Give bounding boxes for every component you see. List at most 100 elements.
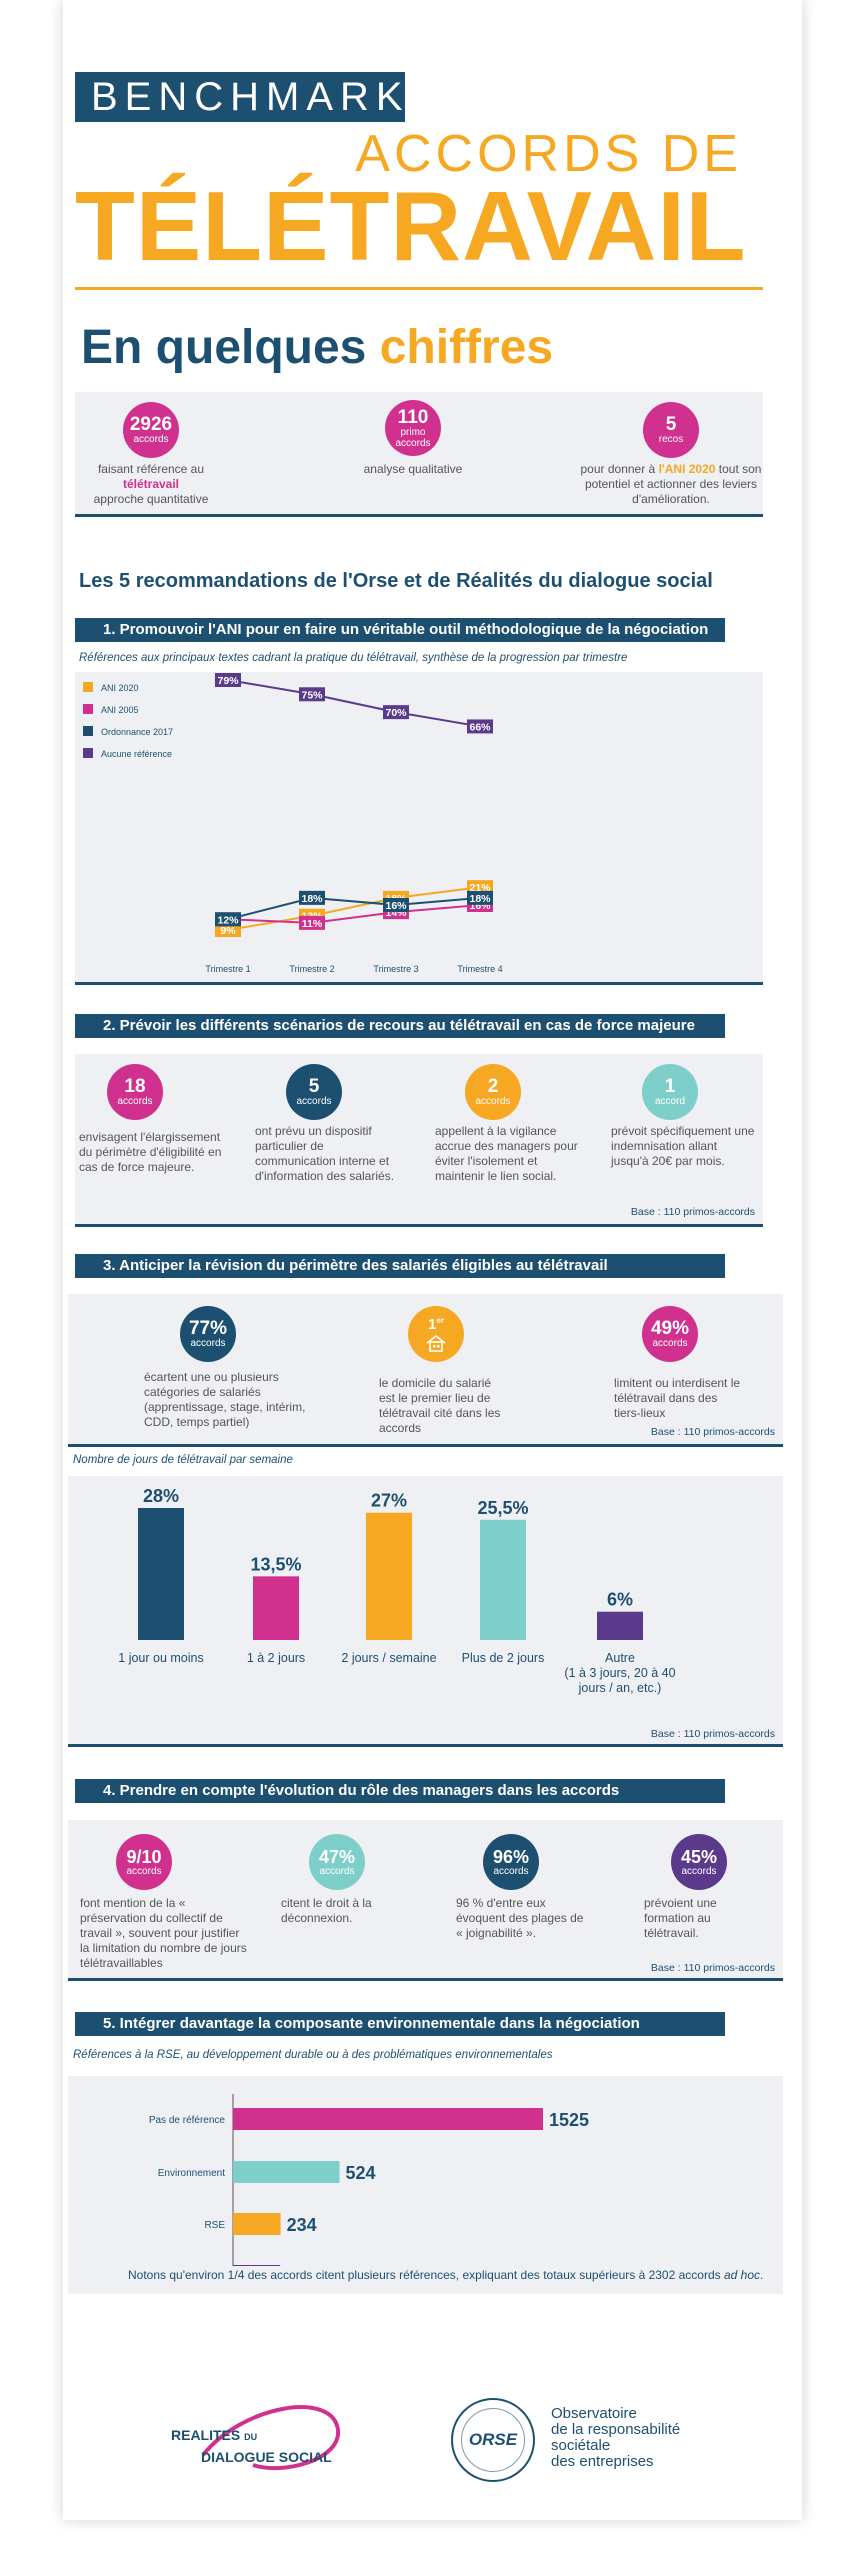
figure-circle-primo: 110 primo accords [385,400,441,456]
managers-panel: 9/10 accords font mention de la « préserv… [68,1820,783,1981]
section1-banner: 1. Promouvoir l'ANI pour en faire un vér… [75,618,725,642]
circle-47-percent: 47% accords [309,1834,365,1890]
bar-value-label: 1525 [549,2110,589,2130]
x-tick-label: Trimestre 4 [457,964,502,974]
text-1-accord: prévoit spécifiquement une indemnisation… [611,1124,755,1168]
bar-category-label: RSE [204,2220,225,2231]
line-chart: Trimestre 1 Trimestre 2 Trimestre 3 Trimest… [83,673,503,974]
data-label: 79% [217,675,239,687]
data-label: 70% [385,707,407,719]
data-point [383,898,409,912]
circle-2-accords: 2 accords [465,1064,521,1120]
main-title: TÉLÉTRAVAIL [75,171,747,281]
house-icon [426,1334,446,1352]
benchmark-label: BENCHMARK [75,72,405,122]
series-line [227,886,481,931]
text-5-accords: ont prévu un dispositif particulier de c… [255,1124,395,1183]
bar-value-label: 28% [143,1486,179,1506]
bar-value-label: 234 [287,2215,317,2235]
bar-value-label: 524 [346,2163,376,2183]
data-point [299,890,325,905]
orse-mark-text: ORSE [468,2430,518,2449]
bar [366,1512,412,1640]
section4-base: Base : 110 primos-accords [650,1962,775,1974]
text-2-accords: appellent à la vigilance accrue des mana… [435,1124,578,1183]
title-divider [75,287,763,290]
figure-circle-accords: 2926 accords [123,402,179,458]
orse-mark: ORSE [451,2398,535,2482]
legend-swatch [83,748,93,758]
bar [233,2213,281,2235]
legend-label: ANI 2020 [101,683,139,693]
data-label: 16% [385,900,407,912]
bar-value-label: 13,5% [250,1554,301,1574]
data-label: 18% [469,893,491,905]
section4-banner: 4. Prendre en compte l'évolution du rôle… [75,1779,725,1803]
logo-realites-text: REALITES DU DIALOGUE SOCIAL [171,2427,332,2465]
section1-caption: Références aux principaux textes cadrant… [79,652,628,664]
data-point [383,705,409,720]
bar-category-label: Environnement [158,2168,225,2179]
data-label: 66% [469,721,491,733]
data-point [215,923,241,937]
text-premier-lieu: le domicile du salarié est le premier li… [379,1376,501,1435]
text-45-percent: prévoient une formation au télétravail. [644,1896,717,1940]
bar-category-label: 1 jour ou moins [118,1651,203,1665]
bar-category-label: 1 à 2 jours [247,1651,305,1665]
bar [233,2265,281,2266]
bar-value-label: 6% [607,1590,633,1610]
figure-text-recos: pour donner à l'ANI 2020 tout son potent… [580,462,762,506]
section3-banner: 3. Anticiper la révision du périmètre de… [75,1254,725,1278]
data-label: 18% [301,893,323,905]
references-note: Notons qu'environ 1/4 des accords citent… [128,2268,764,2282]
logo-realites-dialogue-social: REALITES DU DIALOGUE SOCIAL [163,2395,363,2485]
series-line [227,896,481,921]
section5-caption: Références à la RSE, au développement du… [73,2049,553,2061]
data-label: 12% [217,914,239,926]
bar [233,2108,543,2130]
orse-mark-inner [461,2408,525,2472]
data-point [299,687,325,702]
bar [480,1519,526,1640]
legend-swatch [83,704,93,714]
bar [253,1576,299,1640]
references-bar-chart: 1525 Pas de référence 524 Environnement 234 R… [149,2094,589,2266]
section2-banner: 2. Prévoir les différents scénarios de r… [75,1014,725,1038]
x-tick-label: Trimestre 3 [373,964,418,974]
force-majeure-panel: 18 accords envisagent l'élargissement du … [75,1054,763,1227]
recommendations-title: Les 5 recommandations de l'Orse et de Ré… [79,570,713,592]
data-label: 11% [302,918,323,930]
circle-premier-lieu: 1er [408,1306,464,1362]
section-title: En quelques chiffres [81,321,554,374]
text-47-percent: citent le droit à la déconnexion. [281,1896,372,1925]
section3-base: Base : 110 primos-accords [650,1426,775,1438]
bar [233,2161,340,2183]
subtitle: ACCORDS DE [355,125,742,183]
circle-1-accord: 1 accord [642,1064,698,1120]
section5-banner: 5. Intégrer davantage la composante envi… [75,2012,725,2036]
bar [138,1508,184,1640]
data-point [215,912,241,927]
series-line [227,679,481,728]
figure-text-quantitative: faisant référence au télétravail approch… [93,462,209,506]
bar-category-label: jours / an, etc.) [578,1681,662,1695]
infographic-page: BENCHMARK ACCORDS DE TÉLÉTRAVAIL En quel… [63,0,802,2520]
legend-label: Aucune référence [101,749,172,759]
days-chart-base: Base : 110 primos-accords [650,1728,775,1740]
circle-5-accords: 5 accords [286,1064,342,1120]
text-49-percent: limitent ou interdisent le télétravail d… [614,1376,741,1420]
logo-orse: ORSE Observatoire de la responsabilité s… [451,2396,731,2486]
x-tick-label: Trimestre 1 [205,964,250,974]
circle-77-percent: 77% accords [180,1306,236,1362]
bar [597,1611,643,1640]
legend-swatch [83,726,93,736]
days-bar-chart: 28% 13,5% 27% 25,5% 6% 1 jour ou moins 1 à 2 j… [118,1486,675,1695]
legend-label: ANI 2005 [101,705,139,715]
line-chart-panel: Trimestre 1 Trimestre 2 Trimestre 3 Trimest… [75,672,763,985]
section2-base: Base : 110 primos-accords [630,1206,755,1218]
data-label: 75% [301,689,323,701]
circle-96-percent: 96% accords [483,1834,539,1890]
bar-category-label: Pas de référence [149,2115,226,2126]
figure-circle-recos: 5 recos [643,402,699,458]
legend-label: Ordonnance 2017 [101,727,173,737]
